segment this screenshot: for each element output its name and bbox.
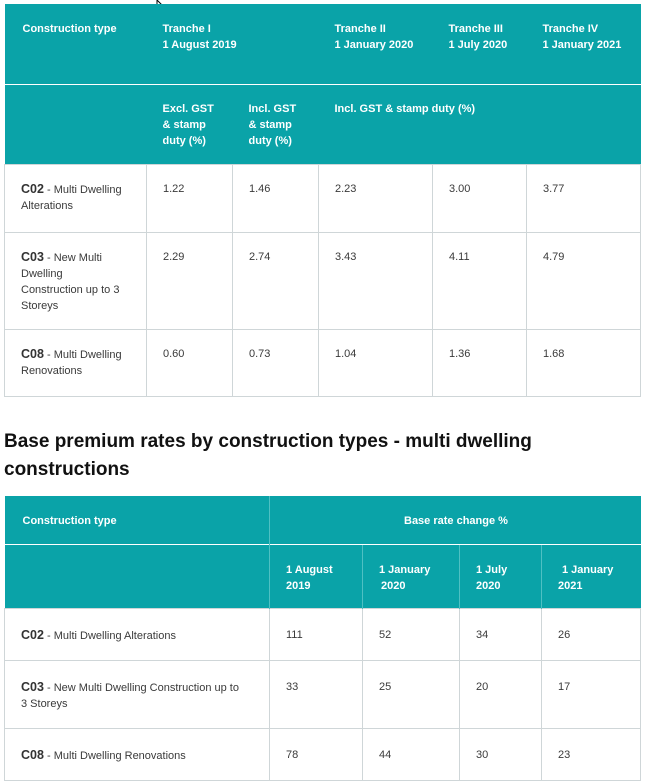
table-row: C08 - Multi Dwelling Renovations 0.60 0.… [4, 328, 641, 397]
value-cell: 34 [459, 607, 542, 661]
table-row: C08 - Multi Dwelling Renovations 78 44 3… [4, 727, 641, 781]
construction-type-cell: C08 - Multi Dwelling Renovations [4, 328, 147, 397]
value-cell: 0.60 [146, 328, 233, 397]
construction-type-cell: C02 - Multi Dwelling Alterations [4, 163, 147, 233]
incl-gst-span-header: Incl. GST & stamp duty (%) [318, 83, 641, 164]
table-subheader-row: Excl. GST & stamp duty (%) Incl. GST & stam… [4, 83, 641, 164]
value-cell: 1.36 [432, 328, 527, 397]
value-cell: 1.68 [526, 328, 641, 397]
value-cell: 1.22 [146, 163, 233, 233]
value-cell: 20 [459, 659, 542, 729]
construction-type-cell: C03 - New Multi Dwelling Construction up… [4, 231, 147, 330]
construction-type-cell: C08 - Multi Dwelling Renovations [4, 727, 270, 781]
value-cell: 3.77 [526, 163, 641, 233]
date-header-2: 1 January 2020 [362, 543, 460, 608]
value-cell: 52 [362, 607, 460, 661]
section-heading: Base premium rates by construction types… [4, 431, 532, 480]
value-cell: 44 [362, 727, 460, 781]
value-cell: 0.73 [232, 328, 319, 397]
date-header-4: 1 January 2021 [541, 543, 641, 608]
tranche-4-header: Tranche IV 1 January 2021 [542, 23, 622, 51]
date-header-3: 1 July 2020 [459, 543, 542, 608]
table-subheader-row: 1 August 2019 1 January 2020 1 July 2020 1 … [4, 543, 641, 608]
construction-type-cell: C02 - Multi Dwelling Alterations [4, 607, 270, 661]
value-cell: 3.43 [318, 231, 433, 330]
value-cell: 17 [541, 659, 641, 729]
value-cell: 1.04 [318, 328, 433, 397]
value-cell: 30 [459, 727, 542, 781]
value-cell: 26 [541, 607, 641, 661]
base-rate-change-table: Construction type Base rate change % 1 A… [4, 496, 641, 781]
value-cell: 2.29 [146, 231, 233, 330]
table-row: C02 - Multi Dwelling Alterations 1.22 1.… [4, 163, 641, 233]
table-header-row: Construction type Base rate change % [5, 496, 641, 544]
construction-type-header: Construction type [22, 515, 117, 527]
value-cell: 4.11 [432, 231, 527, 330]
tranche-3-header: Tranche III 1 July 2020 [448, 23, 508, 51]
table-row: C02 - Multi Dwelling Alterations 111 52 … [4, 607, 641, 661]
mouse-pointer-icon [156, 0, 168, 16]
value-cell: 2.23 [318, 163, 433, 233]
construction-type-cell: C03 - New Multi Dwelling Construction up… [4, 659, 270, 729]
table-row: C03 - New Multi Dwelling Construction up… [4, 659, 641, 729]
value-cell: 111 [269, 607, 363, 661]
date-header-1: 1 August 2019 [269, 543, 363, 608]
table-row: C03 - New Multi Dwelling Construction up… [4, 231, 641, 330]
value-cell: 4.79 [526, 231, 641, 330]
value-cell: 1.46 [232, 163, 319, 233]
base-rate-change-header: Base rate change % [269, 496, 641, 544]
incl-gst-header: Incl. GST & stamp duty (%) [232, 83, 319, 164]
value-cell: 23 [541, 727, 641, 781]
value-cell: 33 [269, 659, 363, 729]
value-cell: 3.00 [432, 163, 527, 233]
construction-type-header: Construction type [22, 23, 117, 35]
value-cell: 25 [362, 659, 460, 729]
value-cell: 78 [269, 727, 363, 781]
value-cell: 2.74 [232, 231, 319, 330]
tranche-2-header: Tranche II 1 January 2020 [334, 23, 414, 51]
excl-gst-header: Excl. GST & stamp duty (%) [146, 83, 233, 164]
